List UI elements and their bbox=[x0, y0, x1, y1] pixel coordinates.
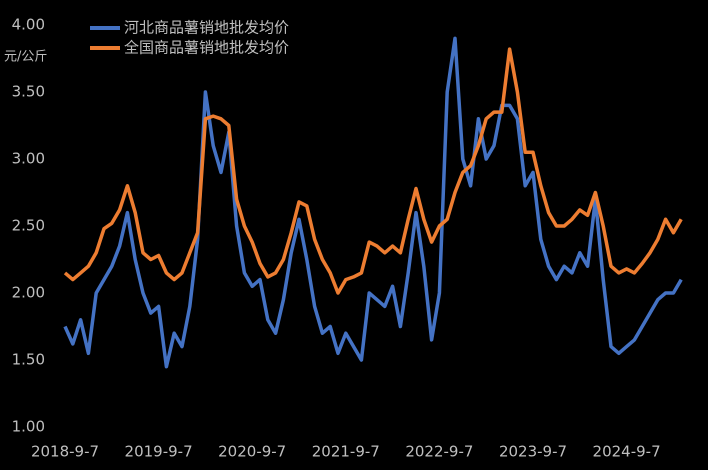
y-tick-label: 1.50 bbox=[12, 351, 45, 369]
y-tick-label: 3.50 bbox=[12, 83, 45, 101]
series-line bbox=[63, 47, 683, 295]
x-tick-label: 2021-9-7 bbox=[312, 443, 380, 461]
y-tick-label: 2.00 bbox=[12, 284, 45, 302]
y-tick-label: 1.00 bbox=[12, 418, 45, 436]
x-tick-label: 2022-9-7 bbox=[405, 443, 473, 461]
y-axis-label: 元/公斤 bbox=[4, 50, 47, 65]
x-tick-label: 2020-9-7 bbox=[218, 443, 286, 461]
y-tick-label: 2.50 bbox=[12, 217, 45, 235]
x-tick-label: 2018-9-7 bbox=[31, 443, 99, 461]
legend-label: 全国商品薯销地批发均价 bbox=[124, 39, 289, 57]
x-tick-label: 2019-9-7 bbox=[125, 443, 193, 461]
series-line bbox=[63, 36, 683, 369]
y-tick-label: 4.00 bbox=[12, 16, 45, 34]
legend-label: 河北商品薯销地批发均价 bbox=[124, 19, 289, 37]
y-tick-label: 3.00 bbox=[12, 150, 45, 168]
x-tick-label: 2023-9-7 bbox=[499, 443, 567, 461]
x-tick-label: 2024-9-7 bbox=[593, 443, 661, 461]
